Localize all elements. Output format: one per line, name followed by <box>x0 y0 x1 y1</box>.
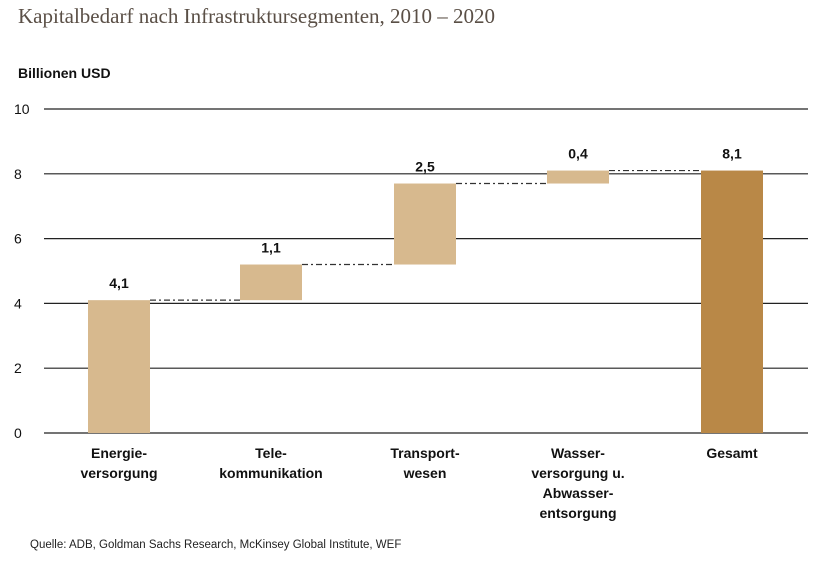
y-axis-label: Billionen USD <box>18 65 111 81</box>
y-tick-label: 0 <box>14 425 22 441</box>
category-label: versorgung u. <box>531 465 624 481</box>
y-tick-labels: 0 2 4 6 8 10 <box>14 101 30 441</box>
category-label: entsorgung <box>540 505 617 521</box>
category-labels: Energie-versorgung Tele-kommunikation Tran… <box>80 445 758 521</box>
data-label: 4,1 <box>109 275 129 291</box>
y-tick-label: 6 <box>14 231 22 247</box>
category-label: Wasser- <box>551 445 605 461</box>
category-label: kommunikation <box>219 465 322 481</box>
source-note: Quelle: ADB, Goldman Sachs Research, McK… <box>30 539 402 551</box>
y-tick-label: 10 <box>14 101 30 117</box>
y-tick-label: 2 <box>14 360 22 376</box>
category-label: Tele- <box>255 445 287 461</box>
category-label: Transport- <box>390 445 460 461</box>
segment-bar <box>394 183 456 265</box>
data-label: 2,5 <box>415 159 435 175</box>
segment-bar <box>88 300 150 433</box>
segment-bar <box>547 170 609 184</box>
connector-lines <box>150 169 701 301</box>
category-label: Abwasser- <box>543 485 614 501</box>
category-label: Energie- <box>91 445 147 461</box>
bars <box>88 170 763 433</box>
y-tick-label: 8 <box>14 166 22 182</box>
category-label: wesen <box>403 465 447 481</box>
data-label: 0,4 <box>568 146 588 162</box>
chart-title: Kapitalbedarf nach Infrastruktursegmente… <box>18 4 496 28</box>
category-label: versorgung <box>80 465 157 481</box>
data-label: 1,1 <box>261 240 281 256</box>
category-label: Gesamt <box>706 445 758 461</box>
data-label: 8,1 <box>722 146 742 162</box>
segment-bar <box>240 264 302 301</box>
y-tick-label: 4 <box>14 295 22 311</box>
data-labels: 4,1 1,1 2,5 0,4 8,1 <box>109 146 742 292</box>
total-bar <box>701 170 763 433</box>
